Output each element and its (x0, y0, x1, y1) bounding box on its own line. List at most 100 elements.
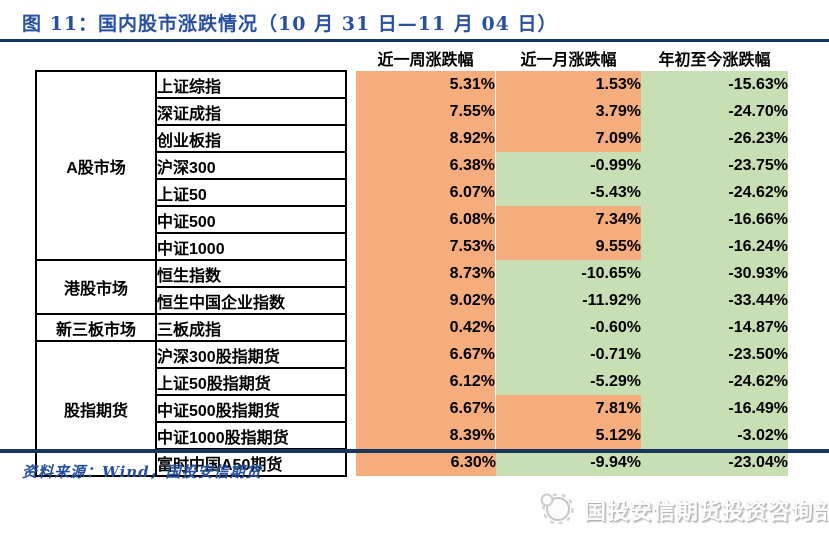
ytd-value-cell: -15.63% (641, 71, 788, 98)
table-row: 恒生中国企业指数 9.02% -11.92% -33.44% (36, 286, 788, 315)
section-divider-rule (0, 449, 829, 453)
ytd-value-cell: -16.24% (641, 233, 788, 260)
ytd-value-cell: -23.50% (641, 341, 788, 368)
table-row: 新三板市场 三板成指 0.42% -0.60% -14.87% (35, 313, 788, 342)
group-cell-third-board: 新三板市场 (35, 313, 157, 342)
month-value-cell: 7.09% (496, 125, 641, 152)
index-name-cell: 沪深300 (155, 151, 347, 180)
table-row: 股指期货 沪深300股指期货 6.67% -0.71% -23.50% (35, 340, 788, 477)
week-value-cell: 8.92% (356, 125, 496, 152)
week-value-cell: 9.02% (356, 287, 496, 314)
column-gap (346, 125, 356, 152)
table-row: 中证1000 7.53% 9.55% -16.24% (36, 232, 788, 261)
week-value-cell: 6.38% (356, 152, 496, 179)
index-name-cell: 中证1000股指期货 (155, 421, 347, 450)
ytd-value-cell: -16.66% (641, 206, 788, 233)
week-value-cell: 6.12% (356, 368, 496, 395)
month-value-cell: 1.53% (496, 71, 641, 98)
title-underline (0, 39, 829, 42)
ytd-value-cell: -26.23% (641, 125, 788, 152)
col-header-month: 近一月涨跌幅 (496, 45, 641, 71)
figure-title: 图 11：国内股市涨跌情况（10 月 31 日—11 月 04 日） (22, 13, 558, 35)
month-value-cell: -0.60% (496, 314, 641, 341)
column-gap (346, 233, 356, 260)
column-gap (346, 287, 356, 314)
week-value-cell: 7.53% (356, 233, 496, 260)
sun-logo-icon (537, 490, 575, 529)
table-row: 港股市场 恒生指数 8.73% -10.65% -30.93% (35, 259, 788, 315)
ytd-value-cell: -24.70% (641, 98, 788, 125)
month-value-cell: 3.79% (496, 98, 641, 125)
table-row: 上证50 6.07% -5.43% -24.62% (36, 178, 788, 207)
column-gap (346, 449, 356, 476)
table-row: 创业板指 8.92% 7.09% -26.23% (36, 124, 788, 153)
index-name-cell: 上证50 (155, 178, 347, 207)
column-gap (346, 422, 356, 449)
month-value-cell: -5.43% (496, 179, 641, 206)
table-row: 沪深300 6.38% -0.99% -23.75% (36, 151, 788, 180)
group-cell-futures: 股指期货 (35, 340, 157, 477)
column-gap (346, 395, 356, 422)
ytd-value-cell: -3.02% (641, 422, 788, 449)
ytd-value-cell: -16.49% (641, 395, 788, 422)
column-gap (346, 98, 356, 125)
month-value-cell: 9.55% (496, 233, 641, 260)
ytd-value-cell: -33.44% (641, 287, 788, 314)
month-value-cell: -5.29% (496, 368, 641, 395)
month-value-cell: -11.92% (496, 287, 641, 314)
column-gap (346, 368, 356, 395)
index-name-cell: 中证1000 (155, 232, 347, 261)
week-value-cell: 6.67% (356, 341, 496, 368)
table-row: 富时中国A50期货 6.30% -9.94% -23.04% (36, 448, 788, 477)
data-source-note: 资料来源：Wind，国投安信期货 (22, 463, 262, 481)
table-row: 上证50股指期货 6.12% -5.29% -24.62% (36, 367, 788, 396)
ytd-value-cell: -23.75% (641, 152, 788, 179)
company-watermark: 国投安信期货投资咨询部 (537, 490, 829, 529)
column-gap (346, 314, 356, 341)
month-value-cell: 5.12% (496, 422, 641, 449)
index-name-cell: 三板成指 (155, 313, 347, 342)
week-value-cell: 5.31% (356, 71, 496, 98)
index-name-cell: 深证成指 (155, 97, 347, 126)
month-value-cell: -0.99% (496, 152, 641, 179)
header-spacer (36, 45, 356, 71)
week-value-cell: 6.07% (356, 179, 496, 206)
market-performance-table: 近一周涨跌幅 近一月涨跌幅 年初至今涨跌幅 A股市场 上证综指 5.31% 1.… (35, 45, 789, 477)
table-row: 深证成指 7.55% 3.79% -24.70% (36, 97, 788, 126)
group-cell-a-share: A股市场 (35, 70, 157, 261)
ytd-value-cell: -23.04% (641, 449, 788, 476)
table-row: 中证500 6.08% 7.34% -16.66% (36, 205, 788, 234)
week-value-cell: 8.39% (356, 422, 496, 449)
col-header-week: 近一周涨跌幅 (356, 45, 496, 71)
month-value-cell: 7.81% (496, 395, 641, 422)
month-value-cell: -10.65% (496, 260, 641, 287)
week-value-cell: 8.73% (356, 260, 496, 287)
index-name-cell: 中证500 (155, 205, 347, 234)
table-row: 中证1000股指期货 8.39% 5.12% -3.02% (36, 421, 788, 450)
watermark-label: 国投安信期货投资咨询部 (584, 498, 829, 524)
col-header-ytd: 年初至今涨跌幅 (641, 45, 788, 71)
month-value-cell: -9.94% (496, 449, 641, 476)
index-name-cell: 沪深300股指期货 (155, 340, 347, 369)
table-row: 中证500股指期货 6.67% 7.81% -16.49% (36, 394, 788, 423)
index-name-cell: 上证50股指期货 (155, 367, 347, 396)
ytd-value-cell: -30.93% (641, 260, 788, 287)
ytd-value-cell: -14.87% (641, 314, 788, 341)
column-gap (346, 71, 356, 98)
column-gap (346, 152, 356, 179)
month-value-cell: -0.71% (496, 341, 641, 368)
month-value-cell: 7.34% (496, 206, 641, 233)
column-gap (346, 341, 356, 368)
index-name-cell: 创业板指 (155, 124, 347, 153)
week-value-cell: 6.08% (356, 206, 496, 233)
index-name-cell: 中证500股指期货 (155, 394, 347, 423)
index-name-cell: 恒生指数 (155, 259, 347, 288)
group-cell-hk: 港股市场 (35, 259, 157, 315)
header-row: 近一周涨跌幅 近一月涨跌幅 年初至今涨跌幅 (36, 45, 788, 71)
week-value-cell: 0.42% (356, 314, 496, 341)
index-name-cell: 上证综指 (155, 70, 347, 99)
week-value-cell: 6.30% (356, 449, 496, 476)
week-value-cell: 6.67% (356, 395, 496, 422)
week-value-cell: 7.55% (356, 98, 496, 125)
column-gap (346, 206, 356, 233)
